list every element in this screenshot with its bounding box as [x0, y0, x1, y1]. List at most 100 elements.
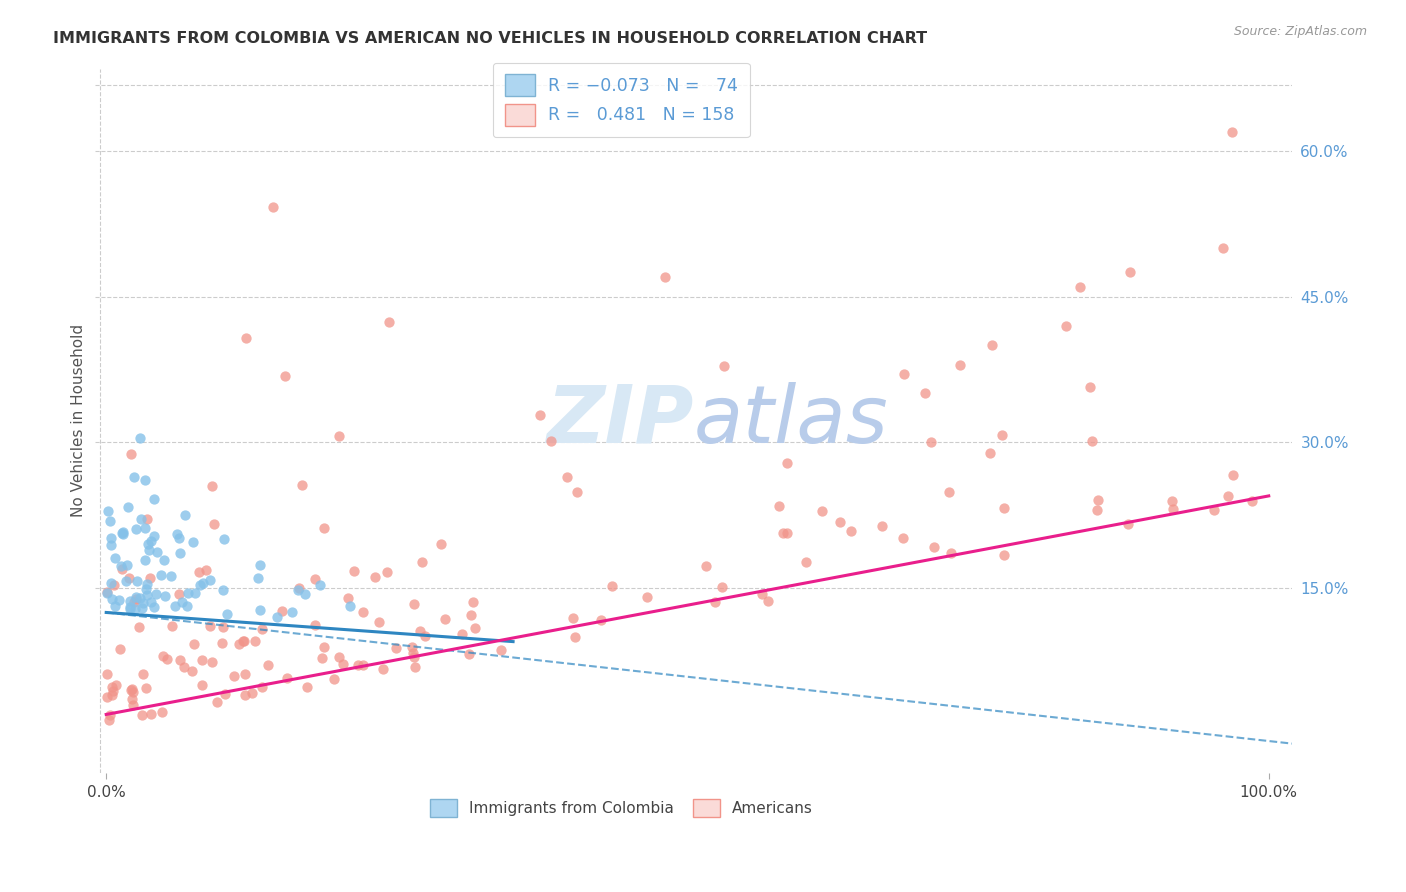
Point: [294, 587, 316, 601]
Point: [402, 650, 425, 665]
Point: [167, 531, 190, 545]
Point: [347, 657, 370, 672]
Point: [97, 503, 120, 517]
Point: [101, 684, 124, 698]
Point: [121, 698, 143, 713]
Point: [98, 514, 121, 528]
Point: [328, 428, 350, 442]
Point: [250, 681, 273, 695]
Point: [914, 385, 936, 400]
Point: [101, 689, 124, 703]
Point: [100, 531, 122, 545]
Point: [120, 683, 142, 698]
Point: [1080, 434, 1102, 449]
Point: [589, 614, 612, 628]
Point: [249, 558, 271, 573]
Point: [922, 540, 945, 554]
Point: [110, 526, 132, 541]
Point: [343, 565, 366, 579]
Point: [112, 524, 135, 539]
Point: [1116, 517, 1139, 532]
Point: [134, 553, 156, 567]
Point: [872, 519, 894, 533]
Point: [146, 545, 169, 559]
Point: [939, 546, 962, 560]
Point: [811, 504, 834, 518]
Point: [121, 692, 143, 706]
Point: [562, 611, 585, 625]
Point: [290, 478, 312, 492]
Point: [122, 685, 145, 699]
Point: [404, 659, 426, 673]
Point: [117, 500, 139, 515]
Point: [271, 604, 294, 618]
Point: [135, 577, 157, 591]
Point: [163, 599, 186, 613]
Legend: Immigrants from Colombia, Americans: Immigrants from Colombia, Americans: [422, 791, 821, 825]
Point: [166, 527, 188, 541]
Point: [411, 555, 433, 569]
Text: IMMIGRANTS FROM COLOMBIA VS AMERICAN NO VEHICLES IN HOUSEHOLD CORRELATION CHART: IMMIGRANTS FROM COLOMBIA VS AMERICAN NO …: [53, 31, 928, 46]
Point: [96, 584, 118, 599]
Point: [149, 567, 172, 582]
Point: [839, 524, 862, 539]
Point: [145, 587, 167, 601]
Point: [104, 599, 127, 613]
Point: [122, 595, 145, 609]
Point: [159, 569, 181, 583]
Point: [529, 408, 551, 422]
Point: [262, 200, 284, 214]
Point: [557, 469, 579, 483]
Point: [131, 666, 153, 681]
Point: [461, 595, 484, 609]
Point: [756, 593, 779, 607]
Point: [1216, 489, 1239, 503]
Point: [169, 546, 191, 560]
Point: [201, 655, 224, 669]
Point: [131, 708, 153, 723]
Point: [364, 570, 387, 584]
Point: [98, 713, 121, 727]
Point: [981, 338, 1004, 352]
Point: [311, 651, 333, 665]
Point: [891, 531, 914, 545]
Point: [139, 595, 162, 609]
Point: [287, 581, 309, 595]
Point: [110, 562, 132, 576]
Point: [150, 706, 173, 720]
Point: [181, 535, 204, 549]
Point: [211, 619, 233, 633]
Point: [108, 592, 131, 607]
Point: [201, 479, 224, 493]
Point: [404, 597, 426, 611]
Point: [188, 578, 211, 592]
Point: [314, 640, 336, 654]
Point: [776, 456, 799, 470]
Point: [274, 368, 297, 383]
Point: [458, 648, 481, 662]
Point: [710, 580, 733, 594]
Point: [153, 590, 176, 604]
Point: [429, 537, 451, 551]
Point: [772, 525, 794, 540]
Point: [249, 603, 271, 617]
Point: [460, 607, 482, 622]
Y-axis label: No Vehicles in Household: No Vehicles in Household: [72, 324, 86, 517]
Point: [1204, 503, 1226, 517]
Text: ZIP: ZIP: [546, 382, 693, 459]
Point: [246, 571, 269, 585]
Point: [991, 427, 1014, 442]
Point: [172, 595, 194, 609]
Text: Source: ZipAtlas.com: Source: ZipAtlas.com: [1233, 25, 1367, 38]
Point: [124, 602, 146, 616]
Point: [828, 516, 851, 530]
Point: [128, 620, 150, 634]
Point: [184, 586, 207, 600]
Point: [304, 572, 326, 586]
Point: [125, 591, 148, 606]
Point: [103, 577, 125, 591]
Point: [373, 662, 395, 676]
Point: [339, 599, 361, 613]
Point: [200, 573, 222, 587]
Point: [125, 591, 148, 605]
